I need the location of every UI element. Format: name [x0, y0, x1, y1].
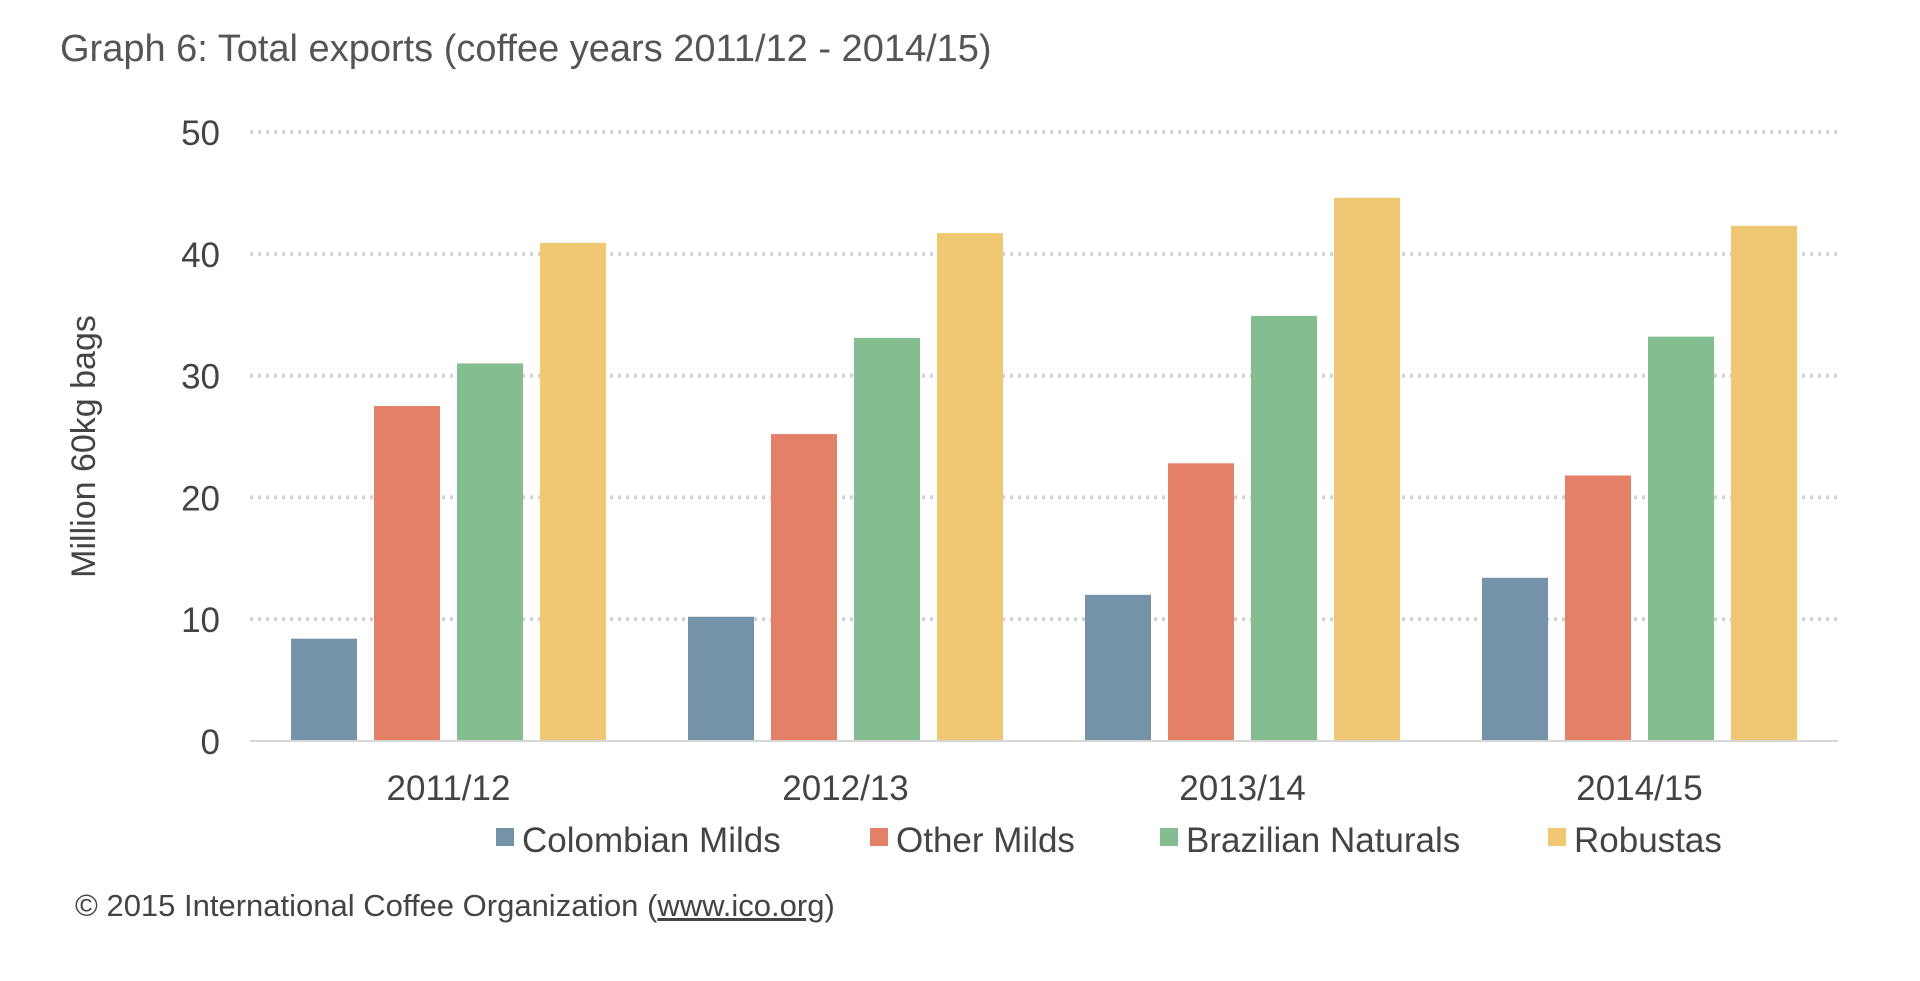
x-tick-label: 2011/12: [387, 769, 511, 808]
bar-brazilian-naturals-2013-14: [1251, 315, 1317, 741]
legend-label: Other Milds: [896, 821, 1075, 860]
bar-colombian-milds-2012-13: [688, 616, 754, 741]
legend-swatch: [1548, 828, 1566, 846]
copyright-footer: © 2015 International Coffee Organization…: [75, 888, 835, 924]
y-tick-label: 10: [181, 601, 220, 640]
y-tick-label: 50: [181, 114, 220, 153]
bar-colombian-milds-2011-12: [291, 638, 357, 741]
bar-colombian-milds-2013-14: [1085, 594, 1151, 741]
x-tick-label: 2013/14: [1179, 769, 1306, 808]
bar-other-milds-2012-13: [771, 434, 837, 741]
footer-suffix: ): [824, 888, 835, 923]
legend-label: Robustas: [1574, 821, 1722, 860]
y-axis-title: Million 60kg bags: [65, 315, 103, 578]
legend-swatch: [496, 828, 514, 846]
bar-other-milds-2014-15: [1565, 475, 1631, 741]
ico-website-link[interactable]: www.ico.org: [657, 888, 825, 923]
bar-brazilian-naturals-2014-15: [1648, 336, 1714, 741]
bars: [291, 197, 1797, 742]
bar-brazilian-naturals-2011-12: [457, 363, 523, 741]
y-tick-label: 30: [181, 358, 220, 397]
legend-swatch: [870, 828, 888, 846]
bar-other-milds-2011-12: [374, 406, 440, 741]
y-tick-label: 40: [181, 236, 220, 275]
legend: Colombian Milds Other Milds Brazilian Natu…: [496, 821, 1722, 860]
bar-brazilian-naturals-2012-13: [854, 337, 920, 741]
bar-robustas-2011-12: [540, 242, 606, 741]
legend-label: Brazilian Naturals: [1186, 821, 1460, 860]
axes: 0 10 20 30 40 50 Million 60kg bags 2011/12 2012/…: [65, 114, 1838, 808]
bar-other-milds-2013-14: [1168, 463, 1234, 741]
chart-title: Graph 6: Total exports (coffee years 201…: [60, 28, 992, 70]
footer-text: © 2015 International Coffee Organization…: [75, 888, 658, 923]
y-tick-label: 0: [201, 723, 220, 762]
x-tick-label: 2012/13: [782, 769, 909, 808]
bar-robustas-2012-13: [937, 233, 1003, 741]
bar-robustas-2013-14: [1334, 197, 1400, 742]
bar-colombian-milds-2014-15: [1482, 577, 1548, 741]
y-tick-label: 20: [181, 479, 220, 518]
x-tick-label: 2014/15: [1576, 769, 1703, 808]
bar-robustas-2014-15: [1731, 225, 1797, 741]
legend-swatch: [1160, 828, 1178, 846]
legend-label: Colombian Milds: [522, 821, 781, 860]
